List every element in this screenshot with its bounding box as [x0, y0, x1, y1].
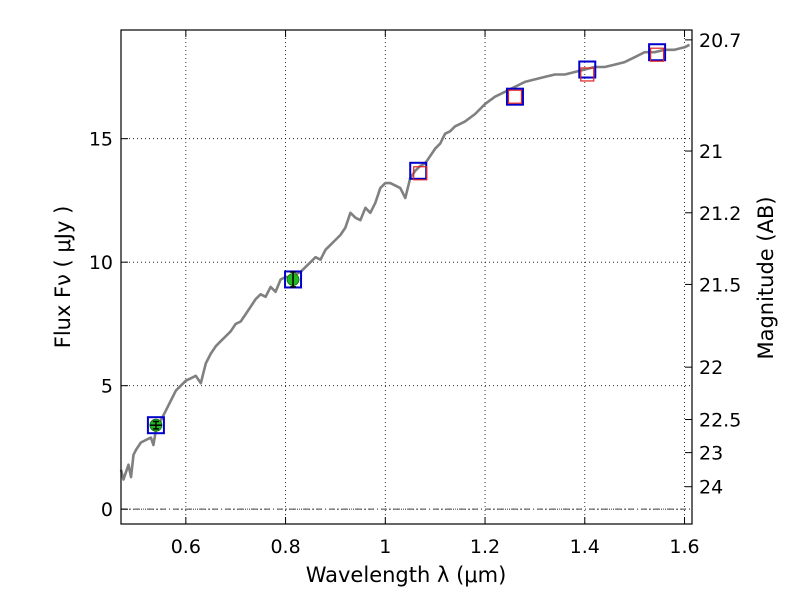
- y-tick-label: 0: [101, 499, 113, 521]
- upper-limit-marker: [413, 166, 428, 181]
- model-photometry-marker: [578, 60, 597, 79]
- photometry-markers: [146, 43, 667, 435]
- y-axis-label: Flux Fν ( μJy ): [51, 206, 75, 349]
- y-tick-label: 10: [89, 252, 113, 274]
- upper-limit-marker: [580, 67, 595, 82]
- upper-limit-marker: [507, 89, 523, 104]
- ticks: [121, 30, 692, 524]
- upper-limit-marker: [649, 47, 665, 62]
- x-tick-label: 1.4: [570, 536, 600, 558]
- y2-axis-label: Magnitude (AB): [754, 196, 778, 359]
- y-tick-label: 5: [101, 376, 113, 398]
- y2-tick-label: 23: [699, 443, 723, 465]
- x-tick-label: 1.2: [470, 536, 500, 558]
- model-photometry-marker: [648, 43, 667, 62]
- y2-tick-label: 20.7: [699, 30, 741, 52]
- plot-frame: [120, 29, 693, 525]
- y2-tick-label: 24: [699, 477, 723, 499]
- model-photometry-marker: [146, 416, 165, 435]
- y2-tick-label: 21.5: [699, 274, 741, 296]
- x-axis-label: Wavelength λ (μm): [306, 563, 507, 587]
- y2-tick-label: 22: [699, 357, 723, 379]
- spectrum-series: [119, 43, 691, 481]
- model-photometry-marker: [505, 87, 524, 106]
- x-tick-label: 0.6: [171, 536, 201, 558]
- x-tick-label: 1: [379, 536, 391, 558]
- tick-labels: 0.6 0.8 1 1.2 1.4 1.6 0 5 10 15 20.7 21 21.2 21.5 22 22…: [89, 30, 742, 558]
- y2-tick-label: 22.5: [699, 410, 741, 432]
- y-tick-label: 15: [89, 129, 113, 151]
- x-tick-label: 1.6: [669, 536, 699, 558]
- y2-tick-label: 21: [699, 141, 723, 163]
- spectrum-line: [119, 43, 691, 481]
- x-tick-label: 0.8: [270, 536, 300, 558]
- y2-tick-label: 21.2: [699, 203, 741, 225]
